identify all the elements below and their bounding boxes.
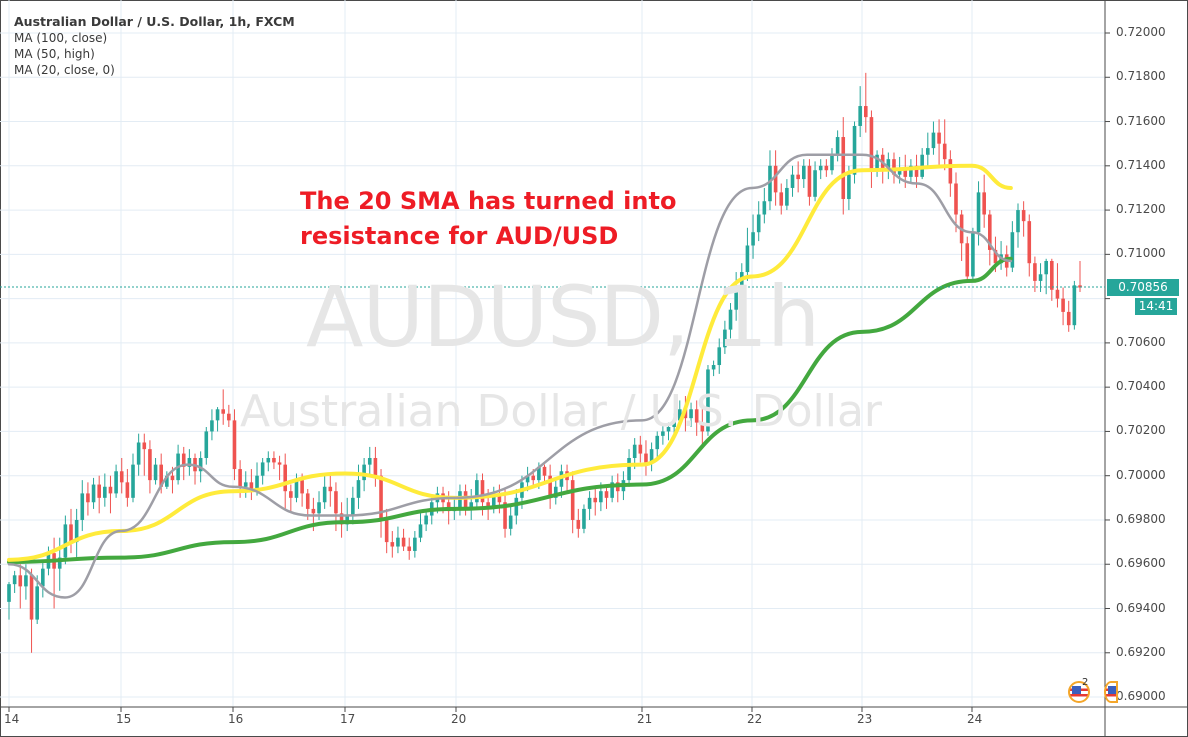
y-tick-label: 0.69200	[1116, 644, 1166, 659]
x-tick-label: 16	[228, 712, 244, 726]
x-tick-label: 23	[857, 712, 873, 726]
symbol-title[interactable]: Australian Dollar / U.S. Dollar, 1h, FXC…	[14, 14, 295, 29]
x-tick-label: 20	[451, 712, 467, 726]
watermark-name: Australian Dollar / U.S. Dollar	[240, 386, 882, 437]
event-count-badge: 2	[1082, 677, 1089, 688]
y-tick-label: 0.70200	[1116, 423, 1166, 438]
y-tick-label: 0.69400	[1116, 600, 1166, 615]
watermark-symbol: AUDUSD, 1h	[306, 268, 820, 366]
last-price-tag: 0.70856	[1107, 279, 1179, 296]
annotation-line-2: resistance for AUD/USD	[300, 222, 619, 250]
moving-averages	[7, 153, 1013, 599]
indicator-ma20[interactable]: MA (20, close, 0)	[14, 63, 115, 77]
x-axis-tick-marks	[8, 707, 973, 712]
bar-countdown-tag: 14:41	[1135, 298, 1177, 315]
y-tick-label: 0.70400	[1116, 379, 1166, 394]
y-tick-label: 0.71000	[1116, 246, 1166, 261]
y-tick-label: 0.69000	[1116, 689, 1166, 704]
y-tick-label: 0.71200	[1116, 202, 1166, 217]
chart-legend: Australian Dollar / U.S. Dollar, 1h, FXC…	[14, 14, 295, 78]
indicator-ma50[interactable]: MA (50, high)	[14, 47, 95, 61]
indicator-ma100[interactable]: MA (100, close)	[14, 31, 108, 45]
y-tick-label: 0.71600	[1116, 113, 1166, 128]
y-tick-label: 0.70000	[1116, 467, 1166, 482]
y-axis-tick-marks	[1105, 32, 1110, 698]
y-tick-label: 0.71400	[1116, 157, 1166, 172]
x-tick-label: 17	[340, 712, 356, 726]
y-tick-label: 0.69800	[1116, 511, 1166, 526]
annotation-line-1: The 20 SMA has turned into	[300, 187, 677, 215]
us-event-flag-icon-2[interactable]	[1104, 681, 1118, 703]
x-tick-label: 21	[637, 712, 653, 726]
x-tick-label: 24	[967, 712, 983, 726]
y-tick-label: 0.69600	[1116, 556, 1166, 571]
annotation-text: The 20 SMA has turned into resistance fo…	[300, 184, 676, 254]
x-tick-label: 15	[116, 712, 132, 726]
x-tick-label: 14	[4, 712, 20, 726]
y-tick-label: 0.71800	[1116, 69, 1166, 84]
us-event-flag-icon[interactable]	[1068, 681, 1090, 703]
x-tick-label: 22	[747, 712, 763, 726]
y-tick-label: 0.70600	[1116, 334, 1166, 349]
y-tick-label: 0.72000	[1116, 25, 1166, 39]
